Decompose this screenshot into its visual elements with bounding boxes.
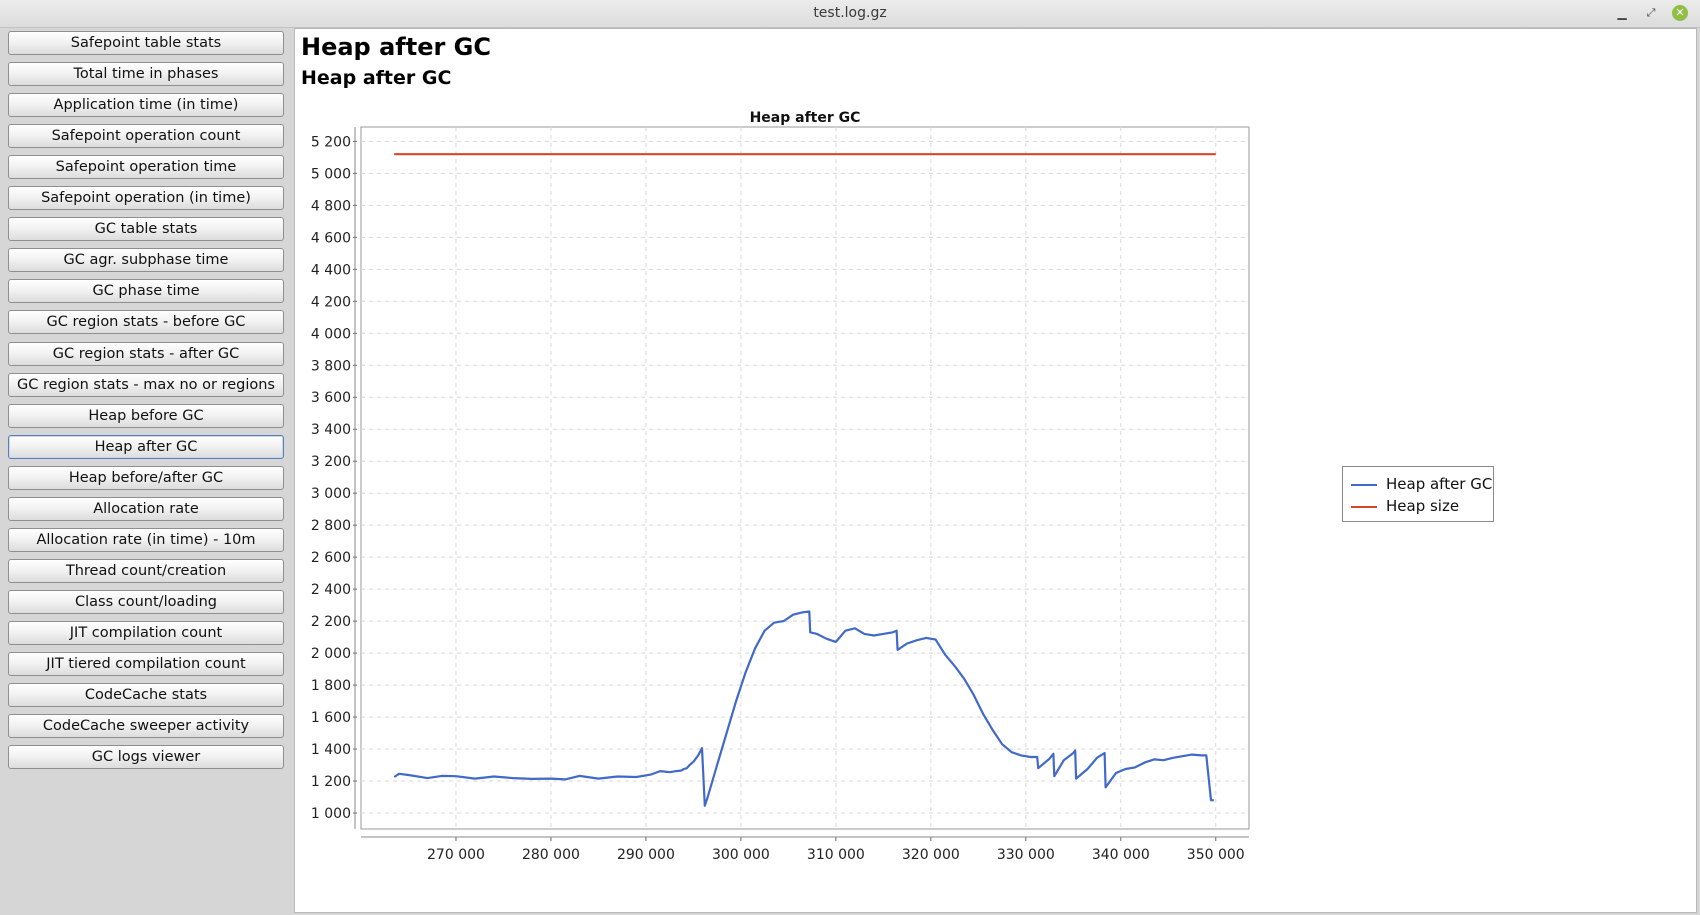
sidebar-button-gc-logs-viewer[interactable]: GC logs viewer	[8, 745, 284, 770]
heap-chart: Heap after GC 270 000 280 000 290 000 300 00…	[311, 110, 1250, 863]
x-tick-label: 300 000	[712, 847, 770, 863]
window-titlebar: test.log.gz ▁ ⤢ ✕	[0, 0, 1700, 28]
sidebar-button-allocation-rate-in-time-10m[interactable]: Allocation rate (in time) - 10m	[8, 527, 284, 552]
close-icon[interactable]: ✕	[1672, 5, 1688, 21]
sidebar-button-class-count-loading[interactable]: Class count/loading	[8, 589, 284, 614]
window-title: test.log.gz	[813, 5, 887, 21]
page-title: Heap after GC	[301, 33, 491, 61]
plot-area	[360, 126, 1250, 830]
y-tick-label: 4 000	[311, 326, 351, 342]
y-tick-label: 4 400	[311, 262, 351, 278]
chart-title: Heap after GC	[750, 110, 861, 126]
sidebar-button-application-time-in-time[interactable]: Application time (in time)	[8, 93, 284, 118]
y-tick-label: 1 800	[311, 678, 351, 694]
y-tick-label: 5 000	[311, 166, 351, 182]
sidebar-button-safepoint-table-stats[interactable]: Safepoint table stats	[8, 31, 284, 55]
sidebar: Safepoint table stats Total time in phase…	[0, 28, 290, 915]
sidebar-button-total-time-in-phases[interactable]: Total time in phases	[8, 62, 284, 87]
y-tick-label: 2 200	[311, 614, 351, 630]
sidebar-button-heap-before-gc[interactable]: Heap before GC	[8, 403, 284, 428]
sidebar-button-jit-compilation-count[interactable]: JIT compilation count	[8, 620, 284, 645]
y-tick-label: 3 200	[311, 454, 351, 470]
sidebar-button-gc-table-stats[interactable]: GC table stats	[8, 217, 284, 242]
x-tick-label: 350 000	[1187, 847, 1245, 863]
y-tick-label: 3 600	[311, 390, 351, 406]
legend-label: Heap size	[1386, 497, 1460, 515]
y-tick-label: 2 600	[311, 550, 351, 566]
x-tick-label: 330 000	[997, 847, 1055, 863]
sidebar-button-gc-agr-subphase-time[interactable]: GC agr. subphase time	[8, 248, 284, 273]
sidebar-button-heap-before-after-gc[interactable]: Heap before/after GC	[8, 465, 284, 490]
legend-swatch	[1351, 506, 1377, 508]
sidebar-button-safepoint-operation-time[interactable]: Safepoint operation time	[8, 155, 284, 180]
y-tick-label: 2 800	[311, 518, 351, 534]
y-tick-label: 1 200	[311, 774, 351, 790]
sidebar-button-codecache-stats[interactable]: CodeCache stats	[8, 683, 284, 708]
sidebar-button-codecache-sweeper-activity[interactable]: CodeCache sweeper activity	[8, 714, 284, 739]
y-tick-label: 2 000	[311, 646, 351, 662]
y-tick-label: 3 800	[311, 358, 351, 374]
maximize-icon[interactable]: ⤢	[1646, 6, 1656, 19]
x-tick-label: 290 000	[617, 847, 675, 863]
x-tick-label: 280 000	[522, 847, 580, 863]
y-tick-label: 4 800	[311, 198, 351, 214]
y-tick-label: 3 000	[311, 486, 351, 502]
chart-legend: Heap after GC Heap size	[1342, 466, 1494, 522]
legend-label: Heap after GC	[1386, 475, 1493, 493]
sidebar-button-safepoint-operation-in-time[interactable]: Safepoint operation (in time)	[8, 186, 284, 211]
y-tick-label: 1 400	[311, 742, 351, 758]
series-line-heap-after-gc	[393, 610, 1214, 807]
y-tick-label: 4 200	[311, 294, 351, 310]
sidebar-button-gc-region-stats-after-gc[interactable]: GC region stats - after GC	[8, 341, 284, 366]
sidebar-button-gc-region-stats-before-gc[interactable]: GC region stats - before GC	[8, 310, 284, 335]
x-tick-label: 340 000	[1092, 847, 1150, 863]
x-tick-label: 310 000	[807, 847, 865, 863]
sidebar-button-gc-phase-time[interactable]: GC phase time	[8, 279, 284, 304]
y-tick-label: 2 400	[311, 582, 351, 598]
sidebar-button-safepoint-operation-count[interactable]: Safepoint operation count	[8, 124, 284, 149]
sidebar-button-thread-count-creation[interactable]: Thread count/creation	[8, 558, 284, 583]
x-tick-label: 320 000	[902, 847, 960, 863]
y-tick-label: 1 600	[311, 710, 351, 726]
sidebar-button-heap-after-gc[interactable]: Heap after GC	[8, 434, 284, 459]
chart-panel: Heap after GC Heap after GC Heap after G…	[294, 28, 1697, 913]
x-tick-label: 270 000	[427, 847, 485, 863]
y-tick-label: 4 600	[311, 230, 351, 246]
sidebar-button-jit-tiered-compilation-count[interactable]: JIT tiered compilation count	[8, 652, 284, 676]
y-tick-label: 3 400	[311, 422, 351, 438]
page-subtitle: Heap after GC	[301, 67, 452, 89]
sidebar-button-gc-region-stats-max-no-or-regions[interactable]: GC region stats - max no or regions	[8, 372, 284, 397]
y-tick-label: 5 200	[311, 134, 351, 150]
minimize-icon[interactable]: ▁	[1617, 6, 1627, 20]
y-tick-label: 1 000	[311, 806, 351, 822]
legend-swatch	[1351, 484, 1377, 486]
sidebar-button-allocation-rate[interactable]: Allocation rate	[8, 496, 284, 521]
